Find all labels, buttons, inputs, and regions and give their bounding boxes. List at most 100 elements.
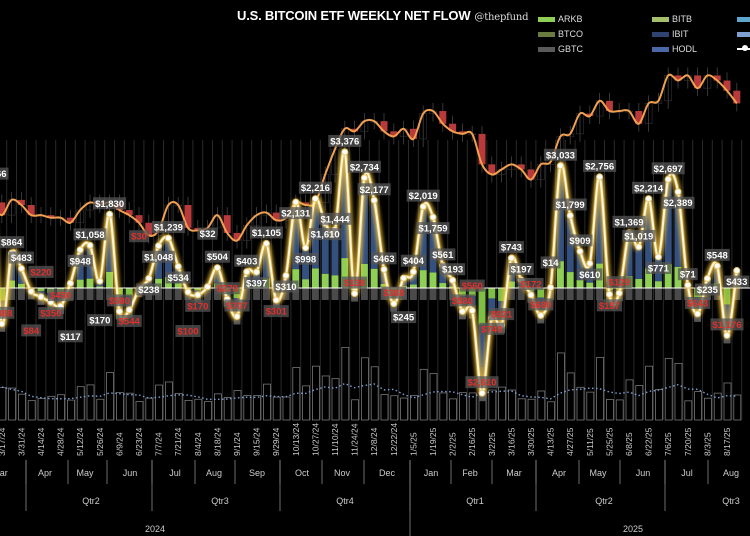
bar-ibit xyxy=(37,291,45,295)
data-label-box xyxy=(0,306,15,319)
data-label-box xyxy=(8,251,34,264)
data-label-box xyxy=(498,241,524,254)
volume-bar xyxy=(76,386,85,421)
bar-gbtc xyxy=(243,288,251,300)
bar-gbtc xyxy=(733,288,741,300)
volume-bar xyxy=(204,401,213,421)
year-label: 2025 xyxy=(623,524,643,534)
month-label: Nov xyxy=(334,468,351,478)
data-label: $888 xyxy=(0,308,12,319)
data-label: $14 xyxy=(543,258,560,269)
bar-ibit xyxy=(674,191,682,267)
quarter-label: Qtr2 xyxy=(595,496,613,506)
net-flow-point xyxy=(351,290,359,298)
quarter-label: Qtr4 xyxy=(336,496,354,506)
x-tick-label: 2/16/25 xyxy=(467,427,477,456)
data-label: $2,756 xyxy=(585,161,614,172)
bar-gbtc xyxy=(27,290,35,300)
bar-gbtc xyxy=(96,288,104,300)
volume-bar xyxy=(507,389,516,421)
data-label-box xyxy=(416,222,450,235)
bar-arkb xyxy=(341,258,349,288)
data-label: $560 xyxy=(462,281,483,292)
volume-bar xyxy=(557,352,565,421)
data-label: $998 xyxy=(295,254,316,265)
data-label-box xyxy=(197,227,218,240)
candle-down xyxy=(439,111,447,124)
volume-bar xyxy=(458,392,467,421)
bar-arkb xyxy=(439,283,447,288)
x-tick-label: 4/13/25 xyxy=(546,427,556,456)
legend-swatch xyxy=(652,16,669,22)
data-label-box xyxy=(67,254,93,267)
bar-arkb xyxy=(155,278,163,288)
volume-bar xyxy=(498,386,507,421)
data-label-box xyxy=(165,271,191,284)
volume-bar xyxy=(331,378,340,421)
bar-arkb xyxy=(311,268,319,288)
data-label: $245 xyxy=(393,313,415,324)
volume-bar xyxy=(625,379,634,421)
volume-bars xyxy=(0,346,742,421)
data-label: $193 xyxy=(442,265,463,276)
month-label: Aug xyxy=(206,468,222,478)
volume-bar xyxy=(341,346,350,421)
net-flow-point xyxy=(115,307,123,315)
net-flow-point xyxy=(341,148,349,156)
bar-gbtc xyxy=(664,288,672,300)
data-label-box xyxy=(724,275,750,288)
volume-bar xyxy=(145,397,154,421)
data-label: $1,369 xyxy=(614,217,643,228)
bar-gbtc xyxy=(174,288,182,300)
volume-bar xyxy=(606,399,614,421)
volume-bar xyxy=(86,384,95,421)
bar-arkb xyxy=(331,275,339,288)
month-label: May xyxy=(76,468,94,478)
net-flow-point xyxy=(155,242,163,250)
data-label-box xyxy=(38,307,64,320)
bar-gbtc xyxy=(302,288,310,300)
data-label: $1,105 xyxy=(252,228,282,239)
bar-gbtc xyxy=(419,288,427,300)
bar-gbtc xyxy=(282,288,290,300)
candle-down xyxy=(478,133,486,165)
volume-bar xyxy=(321,375,330,421)
volume-bar xyxy=(8,387,17,421)
data-label: $740 xyxy=(481,324,502,335)
bar-ibit xyxy=(321,223,329,274)
data-label: $2,214 xyxy=(634,183,664,194)
candle-down xyxy=(409,128,417,139)
x-tick-label: 2/2/25 xyxy=(448,432,458,456)
volume-bar xyxy=(272,396,281,421)
data-label-box xyxy=(249,226,283,239)
month-label: Feb xyxy=(462,468,478,478)
net-flow-point xyxy=(370,196,378,204)
x-tick-label: 4/14/24 xyxy=(36,427,46,456)
volume-bar xyxy=(517,398,526,421)
bar-arkb xyxy=(0,288,6,301)
data-label: $2,177 xyxy=(360,185,389,196)
net-flow-point xyxy=(576,247,584,255)
bar-arkb xyxy=(488,288,496,299)
chart-title: U.S. BITCOIN ETF WEEKLY NET FLOW @thepfun… xyxy=(237,8,529,23)
volume-bar xyxy=(684,400,693,421)
bar-gbtc xyxy=(86,288,94,300)
bar-gbtc xyxy=(576,288,584,300)
data-label: $1,239 xyxy=(154,223,183,234)
volume-bar xyxy=(0,387,7,421)
legend-item-btco: BTCO xyxy=(538,29,583,39)
x-tick-label: 6/9/24 xyxy=(114,432,124,456)
x-tick-label: 3/31/24 xyxy=(16,427,26,456)
volume-bar xyxy=(27,400,36,421)
bar-ibit xyxy=(478,324,486,367)
data-label-box xyxy=(116,314,142,327)
volume-bar xyxy=(57,394,65,421)
data-label: $2,734 xyxy=(350,162,380,173)
bar-gbtc xyxy=(253,288,261,300)
data-label: $170 xyxy=(187,301,208,312)
data-label-box xyxy=(459,279,485,292)
candle-down xyxy=(0,202,6,216)
net-flow-point xyxy=(645,195,653,203)
data-label-box xyxy=(391,311,417,324)
net-flow-point xyxy=(596,173,604,181)
